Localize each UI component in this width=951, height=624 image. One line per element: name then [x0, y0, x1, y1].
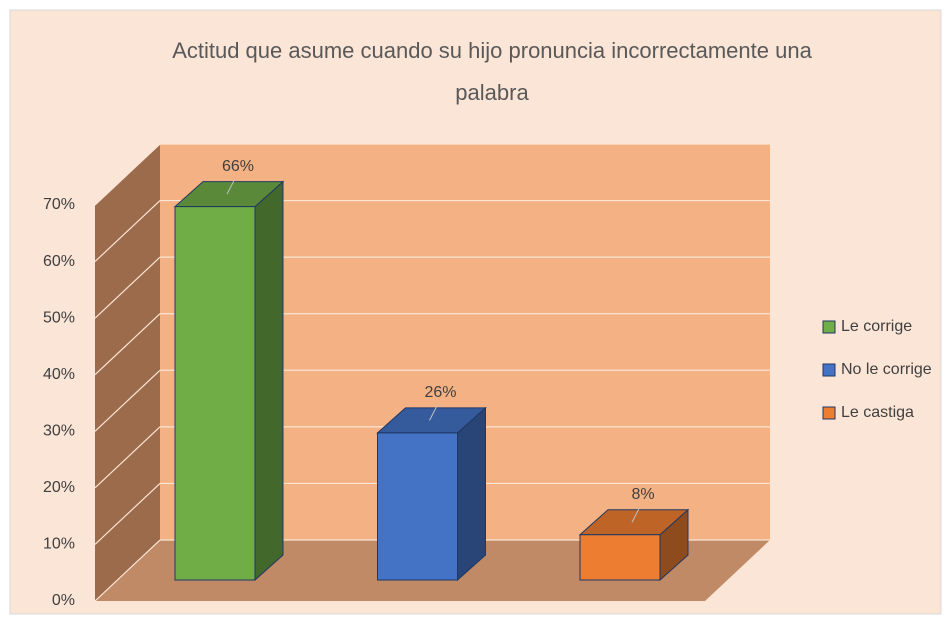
- grid-line: [94, 539, 161, 602]
- grid-line: [94, 313, 161, 376]
- legend-label: No le corrige: [841, 361, 932, 378]
- bar: [174, 206, 256, 581]
- leader-line: [226, 178, 236, 195]
- side-wall: [95, 144, 160, 601]
- legend-label: Le castiga: [841, 404, 914, 421]
- legend-swatch: [822, 320, 836, 334]
- bar: [579, 534, 661, 581]
- back-wall: [160, 144, 770, 540]
- legend-swatch: [822, 406, 836, 420]
- y-tick-label: 0%: [52, 592, 75, 609]
- grid-line: [94, 482, 161, 545]
- grid-line: [94, 426, 161, 489]
- bar-side: [254, 180, 284, 582]
- data-label: 26%: [424, 384, 456, 401]
- y-tick-label: 70%: [43, 196, 75, 213]
- grid-line: [94, 200, 161, 263]
- chart-title-line: palabra: [455, 80, 529, 105]
- y-tick-label: 10%: [43, 536, 75, 553]
- data-label: 66%: [222, 158, 254, 175]
- legend-label: Le corrige: [841, 318, 912, 335]
- bar-side: [457, 406, 486, 582]
- y-tick-label: 30%: [43, 423, 75, 440]
- chart-title-line: Actitud que asume cuando su hijo pronunc…: [172, 38, 812, 63]
- y-tick-label: 20%: [43, 479, 75, 496]
- chart-title: Actitud que asume cuando su hijo pronunc…: [172, 38, 812, 105]
- y-tick-label: 50%: [43, 309, 75, 326]
- grid-line: [94, 256, 161, 319]
- legend-swatch: [822, 363, 836, 377]
- data-label: 8%: [631, 486, 654, 503]
- y-tick-label: 60%: [43, 253, 75, 270]
- leader-line: [429, 404, 438, 421]
- grid-line: [94, 369, 161, 432]
- leader-line: [631, 506, 641, 523]
- grid-line: [94, 143, 161, 206]
- y-tick-label: 40%: [43, 366, 75, 383]
- bar: [377, 432, 458, 581]
